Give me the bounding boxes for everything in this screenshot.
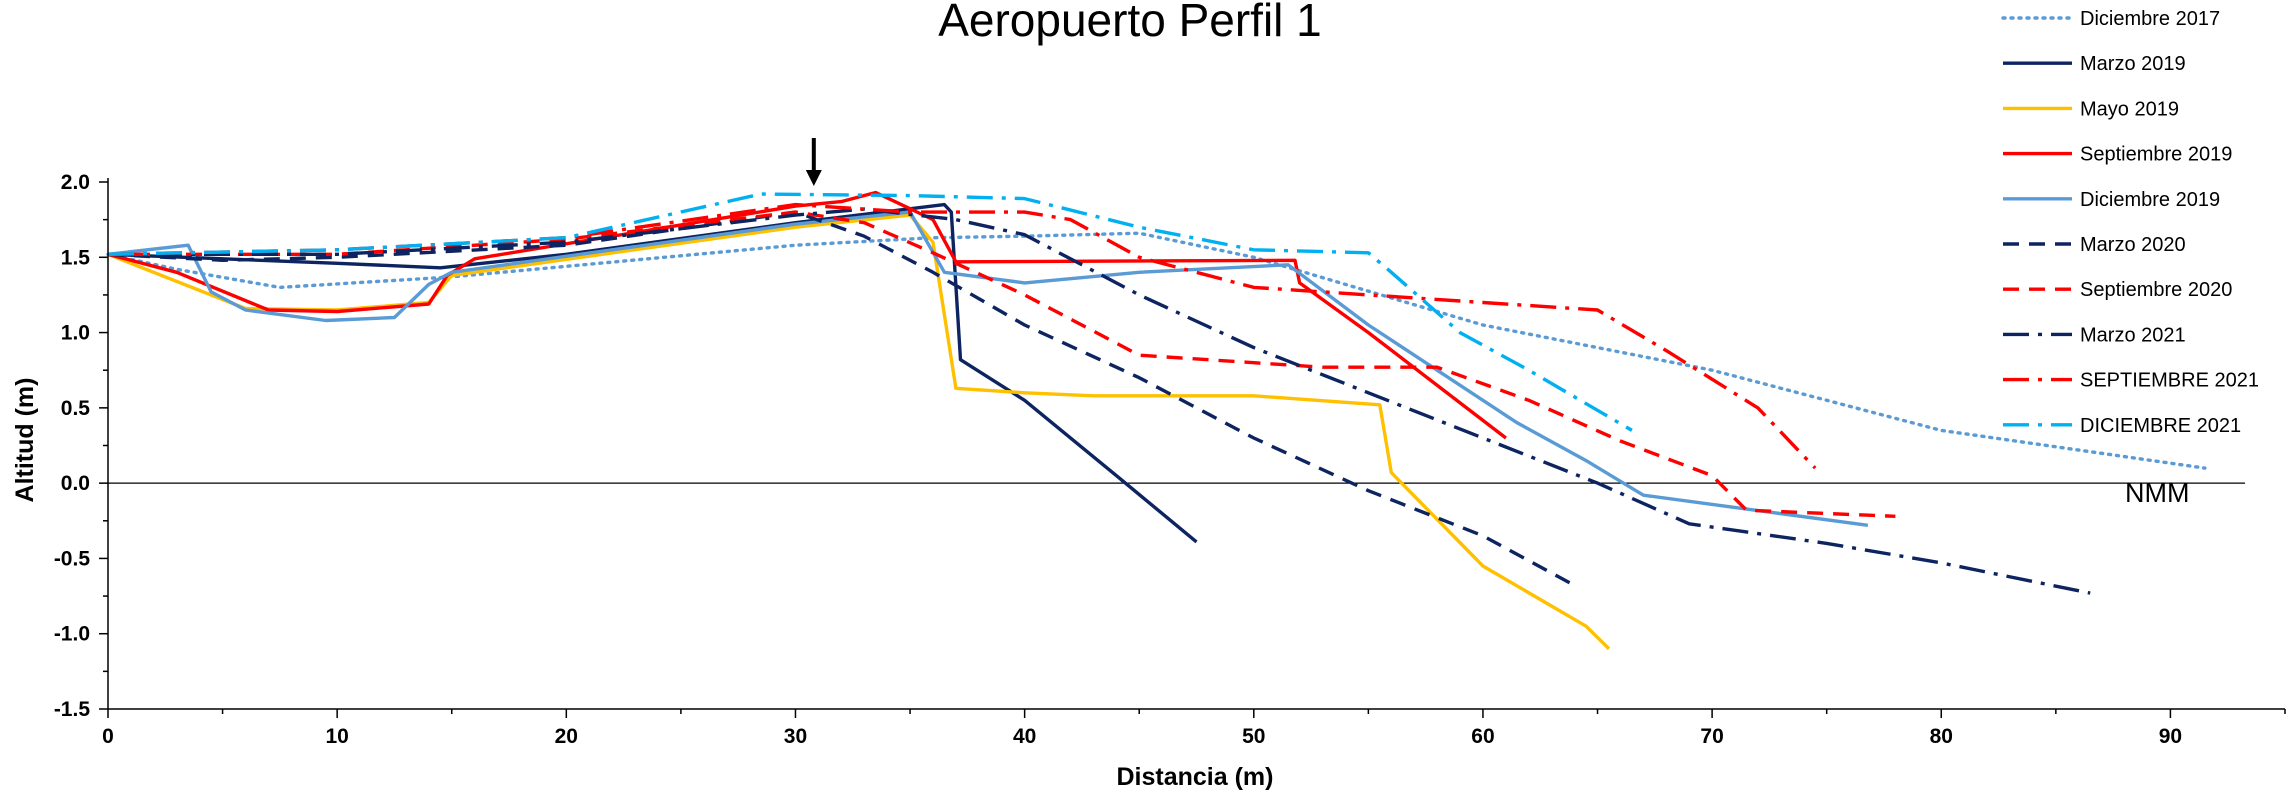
legend-label-marzo-2019: Marzo 2019 (2080, 53, 2186, 75)
x-tick-label: 30 (784, 725, 807, 748)
legend-label-diciembre-2017: Diciembre 2017 (2080, 8, 2220, 30)
series-line-diciembre-2021 (107, 192, 1633, 432)
series-line-marzo-2019 (107, 202, 1198, 544)
legend-label-mayo-2019: Mayo 2019 (2080, 98, 2179, 120)
x-tick-label: 60 (1471, 725, 1494, 748)
series-line-septiembre-2019 (107, 190, 1507, 440)
x-axis-label: Distancia (m) (1117, 763, 1274, 791)
series-line-diciembre-2019 (107, 210, 1869, 527)
x-tick-label: 80 (1930, 725, 1953, 748)
x-tick-label: 20 (555, 725, 578, 748)
legend-label-diciembre-2021: DICIEMBRE 2021 (2080, 415, 2241, 437)
series-line-marzo-2021 (108, 207, 2091, 595)
legend-label-septiembre-2020: Septiembre 2020 (2080, 279, 2232, 301)
nmm-reference-label: NMM (2125, 478, 2189, 508)
series-line-mayo-2019 (107, 213, 1611, 651)
legend-label-septiembre-2019: Septiembre 2019 (2080, 144, 2232, 166)
x-tick-label: 0 (102, 725, 114, 748)
plot-area (106, 138, 2245, 651)
marker-arrow-head (805, 170, 822, 186)
x-tick-label: 50 (1242, 725, 1265, 748)
chart-title: Aeropuerto Perfil 1 (938, 0, 1322, 46)
x-tick-label: 70 (1700, 725, 1723, 748)
x-tick-label: 10 (325, 725, 348, 748)
y-tick-label: 0.0 (61, 472, 90, 495)
series-line-septiembre-2021 (107, 202, 1817, 470)
y-tick-label: 1.0 (61, 322, 90, 345)
series-line-septiembre-2020 (108, 210, 1896, 518)
legend: Diciembre 2017 Marzo 2019 Mayo 2019 Septiem… (2001, 8, 2259, 437)
y-axis-label: Altitud (m) (11, 378, 39, 503)
y-tick-label: -1.5 (54, 698, 91, 721)
y-tick-label: -0.5 (54, 547, 91, 570)
legend-label-marzo-2020: Marzo 2020 (2080, 234, 2186, 256)
legend-label-septiembre-2021: SEPTIEMBRE 2021 (2080, 370, 2259, 392)
y-tick-label: 1.5 (61, 246, 91, 269)
series-line-marzo-2020 (107, 210, 1576, 587)
axes: 2.0 1.5 1.0 0.5 0.0 -0.5 -1.0 -1.5 0 10 20 30 40 50 60… (54, 171, 2286, 748)
x-tick-label: 90 (2159, 725, 2182, 748)
legend-label-diciembre-2019: Diciembre 2019 (2080, 189, 2220, 211)
y-tick-label: 0.5 (61, 397, 91, 420)
x-tick-label: 40 (1013, 725, 1036, 748)
y-tick-label: 2.0 (61, 171, 90, 194)
legend-label-marzo-2021: Marzo 2021 (2080, 324, 2186, 346)
y-tick-label: -1.0 (54, 623, 90, 646)
